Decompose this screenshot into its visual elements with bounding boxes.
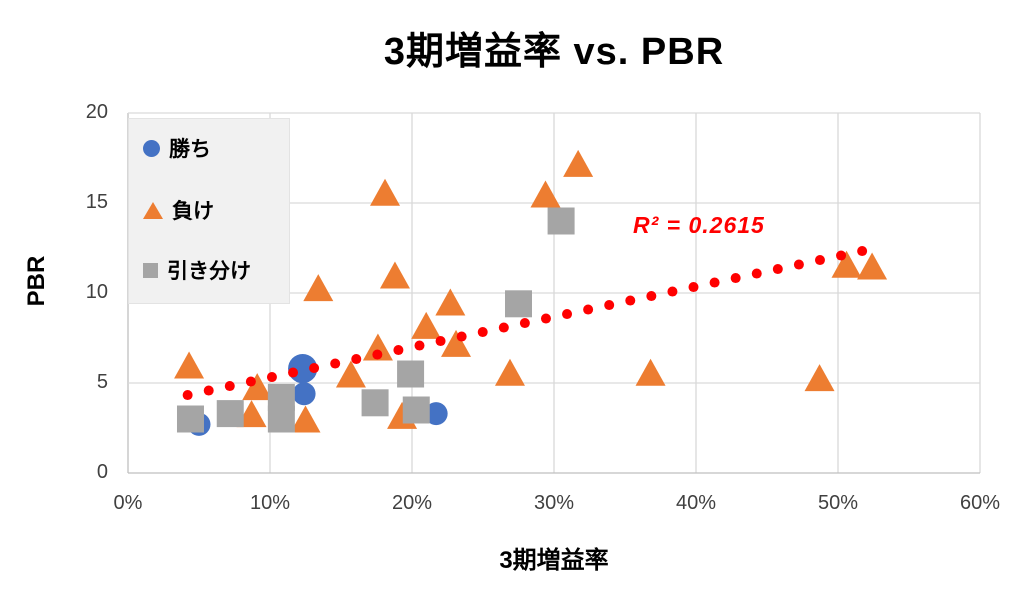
trendline-dot — [814, 255, 825, 266]
trendline-dot — [224, 381, 235, 392]
scatter-point-loss — [635, 358, 666, 386]
scatter-point-loss — [362, 333, 393, 361]
trendline-dot — [646, 291, 657, 302]
scatter-point-loss — [236, 400, 267, 428]
trendline-dot — [793, 259, 804, 270]
trendline-dot — [393, 345, 404, 356]
scatter-point-loss — [335, 360, 366, 388]
trendline-dot — [414, 340, 425, 351]
x-tick-label: 60% — [959, 492, 1001, 514]
x-tick-label: 40% — [675, 492, 717, 514]
trendline-dot — [435, 336, 446, 347]
trendline-dot — [456, 331, 467, 342]
scatter-point-draw — [267, 405, 295, 433]
scatter-point-draw — [505, 290, 532, 318]
trendline-dot — [477, 327, 488, 338]
trendline-dot — [751, 268, 762, 279]
y-tick-label: 15 — [85, 191, 108, 213]
draw-square-icon — [143, 262, 158, 278]
trendline-dot — [836, 250, 847, 261]
x-tick-label: 30% — [533, 492, 575, 514]
trendline-dot — [604, 300, 615, 311]
scatter-point-win — [424, 402, 448, 426]
trendline-dot — [182, 390, 193, 401]
y-tick-label: 0 — [96, 461, 108, 483]
trendline-dot — [372, 349, 383, 360]
trendline-dot — [583, 304, 594, 315]
trendline-dot — [730, 273, 741, 284]
trendline-dot — [519, 318, 530, 329]
trendline-dot — [562, 309, 573, 320]
scatter-point-loss — [435, 288, 466, 316]
x-axis-title: 3期増益率 — [499, 547, 609, 574]
legend-label-loss: 負け — [172, 200, 214, 223]
trendline-dot — [688, 282, 699, 293]
scatter-point-draw — [216, 400, 244, 428]
y-tick-label: 20 — [85, 101, 108, 123]
legend-item-loss: 負け — [143, 195, 214, 225]
scatter-point-draw — [176, 405, 204, 433]
trendline-dot — [288, 367, 299, 378]
scatter-point-loss — [494, 358, 525, 386]
x-tick-label: 20% — [391, 492, 433, 514]
win-circle-icon — [143, 139, 160, 157]
trendline-dot — [625, 295, 636, 306]
scatter-point-loss — [174, 351, 205, 379]
trendline-dot — [266, 372, 277, 383]
scatter-point-loss — [563, 149, 594, 177]
scatter-point-loss — [804, 364, 835, 392]
scatter-point-loss — [379, 261, 410, 289]
trendline-dot — [540, 313, 551, 324]
y-tick-label: 10 — [85, 281, 108, 303]
scatter-point-draw — [402, 396, 430, 424]
scatter-point-loss — [303, 274, 334, 302]
x-tick-label: 50% — [817, 492, 859, 514]
trendline-dot — [498, 322, 509, 333]
scatter-point-loss — [530, 180, 561, 208]
chart-title: 3期増益率 vs. PBR — [383, 31, 725, 73]
scatter-point-win — [292, 382, 316, 406]
x-tick-label: 10% — [249, 492, 291, 514]
scatter-point-draw — [397, 360, 425, 388]
trendline-dot — [309, 363, 320, 374]
scatter-point-loss — [290, 405, 321, 433]
scatter-point-draw — [361, 389, 389, 417]
trendline-dot — [203, 385, 214, 396]
x-tick-label: 0% — [113, 492, 143, 514]
legend-item-draw: 引き分け — [143, 255, 251, 285]
scatter-point-loss — [370, 178, 401, 206]
scatter-point-loss — [441, 329, 472, 357]
loss-triangle-icon — [143, 201, 163, 219]
legend-label-draw: 引き分け — [167, 260, 251, 283]
legend-label-win: 勝ち — [169, 138, 211, 161]
legend: 勝ち 負け 引き分け — [128, 118, 290, 304]
legend-item-win: 勝ち — [143, 133, 211, 163]
scatter-point-loss — [411, 311, 442, 339]
trendline-dot — [772, 264, 783, 275]
y-tick-label: 5 — [96, 371, 108, 393]
r-squared-label: R² = 0.2615 — [633, 212, 765, 238]
scatter-point-draw — [547, 207, 575, 235]
scatter-point-loss — [831, 250, 862, 278]
trendline-dot — [330, 358, 341, 369]
trendline-dot — [857, 246, 868, 257]
trendline-dot — [667, 286, 678, 297]
trendline-dot — [709, 277, 720, 288]
trendline-dot — [351, 354, 362, 365]
scatter-point-loss — [242, 373, 273, 401]
scatter-point-loss — [857, 252, 888, 280]
trendline-dot — [245, 376, 256, 387]
